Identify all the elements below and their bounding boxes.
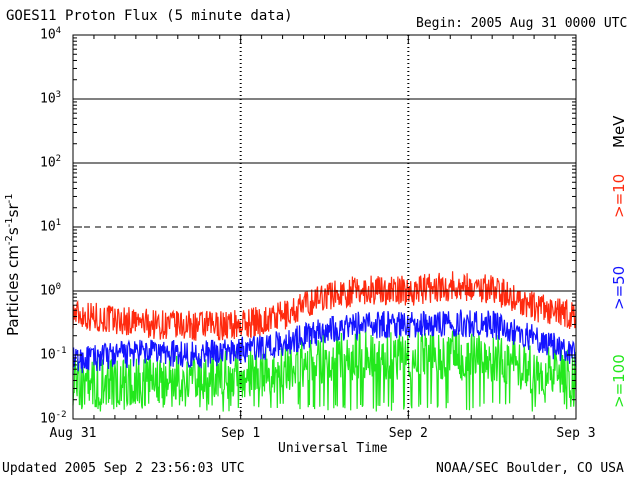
y-tick-label: 102 [40,154,62,171]
grid-layer [73,35,576,419]
y-tick-label: 101 [40,218,62,235]
credit: NOAA/SEC Boulder, CO USA [436,461,624,476]
x-tick-label: Aug 31 [49,426,97,441]
updated-time: Updated 2005 Sep 2 23:56:03 UTC [2,461,245,476]
series-layer [72,271,577,412]
x-tick-label: Sep 2 [388,426,428,441]
legend-unit: MeV [610,115,628,148]
series-line-50MeVmev [72,309,577,376]
y-tick-label: 103 [40,90,62,107]
series-line-100MeVmev [72,329,577,412]
y-tick-label: 100 [40,282,62,299]
x-axis-label: Universal Time [278,441,388,456]
y-tick-label: 10-2 [40,410,67,427]
x-tick-label: Sep 1 [221,426,261,441]
legend-ge10: >=10 [610,173,628,218]
chart-title: GOES11 Proton Flux (5 minute data) [6,8,293,24]
y-tick-label: 10-1 [40,346,67,363]
y-tick-label: 104 [40,26,62,43]
begin-time: Begin: 2005 Aug 31 0000 UTC [416,16,628,31]
legend-ge100: >=100 [610,354,628,408]
series-line-10MeVmev [72,271,577,341]
ticks-layer [72,35,577,420]
x-tick-label: Sep 3 [556,426,596,441]
legend-ge50: >=50 [610,265,628,310]
y-axis-label: Particles cm-2s-1sr-1 [4,193,22,336]
